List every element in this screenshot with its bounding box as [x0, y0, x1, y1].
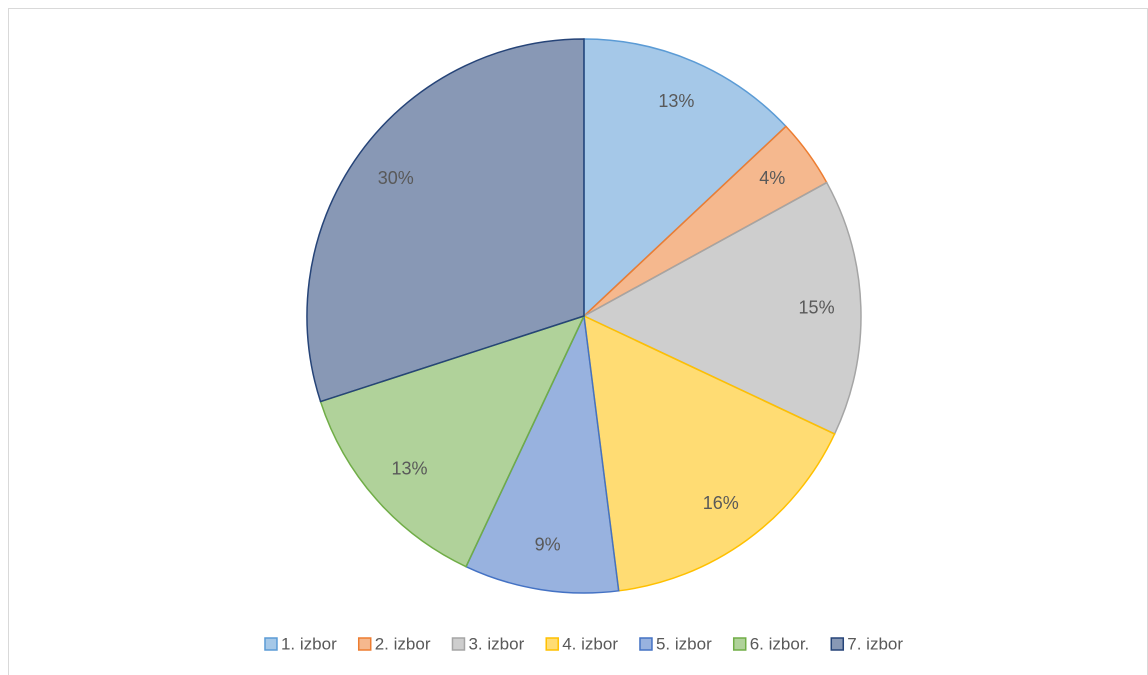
data-label: 15% [799, 297, 835, 317]
data-label: 16% [703, 493, 739, 513]
legend-swatch [830, 637, 845, 651]
pie-slice [306, 38, 585, 403]
legend-label: 7. izbor [847, 634, 903, 653]
legend-item: 1. izbor [264, 634, 337, 653]
legend-item: 5. izbor [639, 634, 712, 653]
legend-swatch [545, 637, 559, 651]
pie: 13% 4% 15% 16% 9% 13% 30% [306, 38, 862, 594]
legend-swatch [732, 637, 747, 651]
data-label: 9% [535, 535, 561, 555]
data-label: 4% [759, 168, 785, 188]
legend-item: 6. izbor. [732, 634, 810, 653]
legend-swatch [264, 637, 278, 651]
legend-label: 6. izbor. [750, 634, 810, 653]
pie-slice [583, 38, 787, 318]
legend-swatch [451, 637, 466, 651]
pie-slice [582, 181, 862, 435]
legend-label: 5. izbor [656, 634, 712, 653]
legend-swatch [357, 637, 372, 651]
legend-label: 4. izbor [562, 634, 618, 653]
data-label: 30% [378, 168, 414, 188]
pie-slice [319, 314, 586, 568]
legend: 1. izbor 2. izbor 3. izbor 4. izbor 5. izbor… [264, 634, 903, 653]
legend-item: 3. izbor [451, 634, 525, 653]
legend-item: 4. izbor [545, 634, 618, 653]
pie-slice [583, 314, 836, 592]
legend-label: 3. izbor [468, 634, 524, 653]
legend-label: 1. izbor [281, 634, 337, 653]
data-label: 13% [658, 91, 694, 111]
legend-item: 7. izbor [830, 634, 903, 653]
pie-slice [465, 313, 620, 594]
legend-item: 2. izbor [357, 634, 431, 653]
legend-label: 2. izbor [375, 634, 431, 653]
legend-swatch [639, 637, 653, 651]
data-label: 13% [391, 459, 427, 479]
